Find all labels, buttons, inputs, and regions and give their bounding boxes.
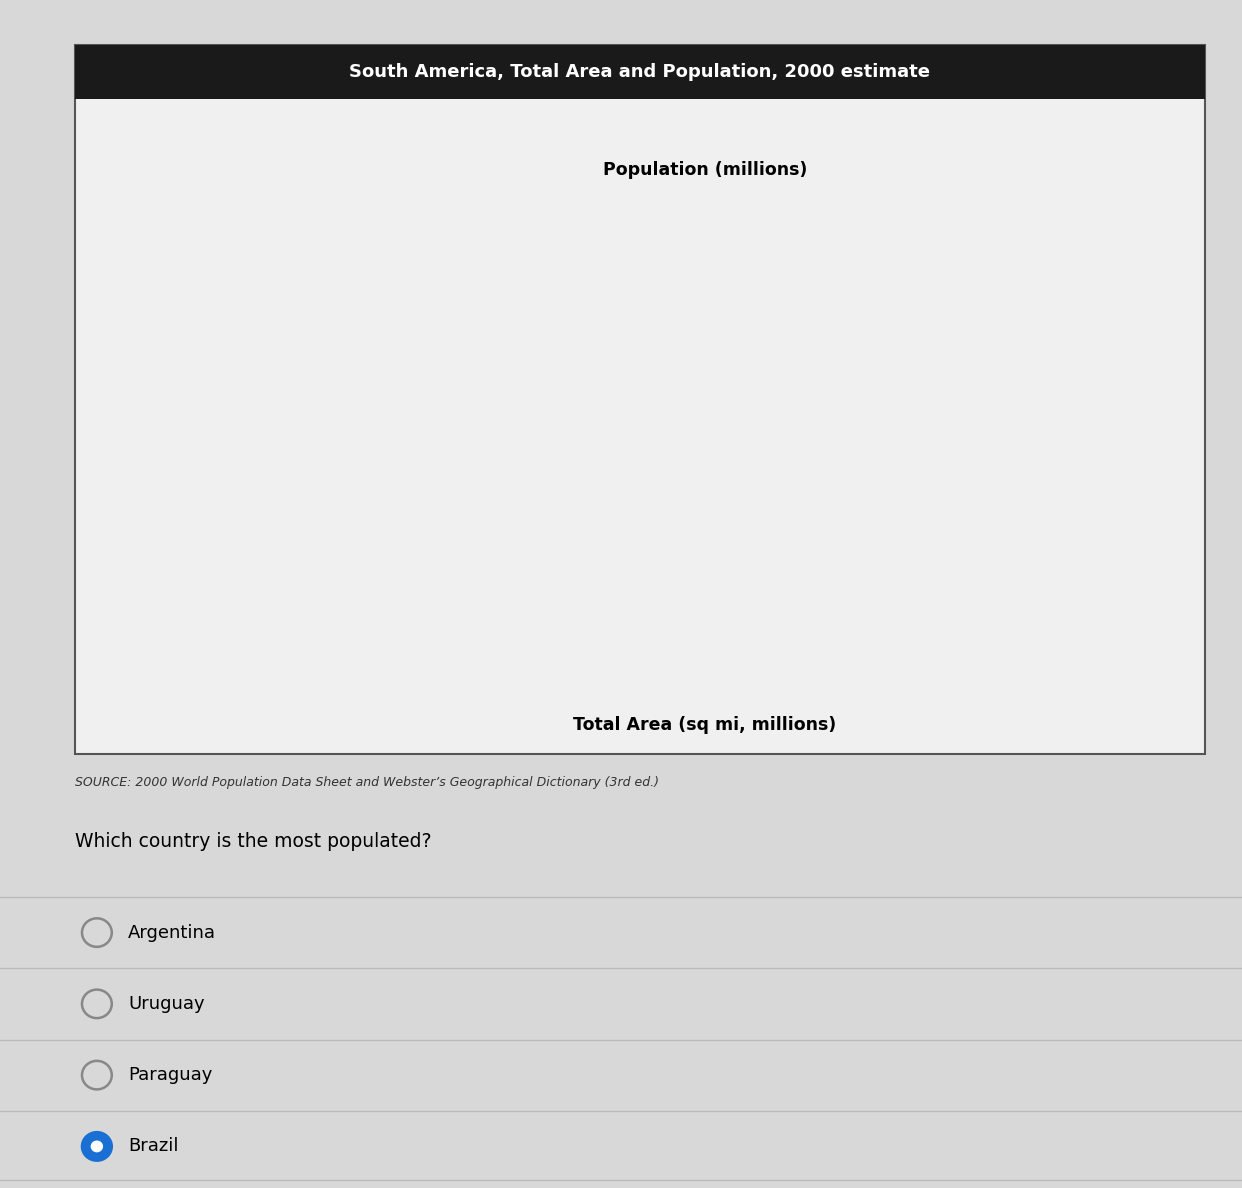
Text: Brazil: Brazil (128, 1137, 179, 1156)
Bar (279, 404, 334, 417)
Bar (279, 562, 282, 574)
Text: Uruguay: Uruguay (128, 994, 205, 1013)
Text: Total Area (sq mi, millions): Total Area (sq mi, millions) (574, 715, 836, 734)
Bar (279, 258, 385, 270)
Bar (279, 601, 294, 613)
Bar (279, 611, 297, 624)
Bar (279, 532, 402, 545)
Bar (279, 415, 307, 428)
Text: Argentina: Argentina (128, 923, 216, 942)
Bar (279, 640, 385, 652)
Bar (279, 523, 391, 535)
Text: Which country is the most populated?: Which country is the most populated? (75, 832, 431, 851)
Bar (279, 454, 301, 467)
Bar (279, 208, 440, 221)
Bar (279, 650, 366, 663)
Text: Paraguay: Paraguay (128, 1066, 212, 1085)
Bar (279, 326, 344, 339)
Bar (279, 297, 1094, 309)
Bar (279, 493, 318, 506)
Text: SOURCE: 2000 World Population Data Sheet and Webster’s Geographical Dictionary (: SOURCE: 2000 World Population Data Sheet… (75, 776, 658, 789)
Bar (279, 247, 315, 260)
Bar (279, 571, 296, 584)
Bar (279, 484, 303, 495)
Text: Population (millions): Population (millions) (602, 160, 807, 179)
Text: South America, Total Area and Population, 2000 estimate: South America, Total Area and Population… (349, 63, 930, 81)
Bar (279, 286, 1027, 299)
Bar (279, 219, 545, 230)
Bar (279, 375, 389, 387)
Bar (279, 365, 462, 378)
Bar (279, 443, 283, 456)
Bar (279, 336, 351, 348)
